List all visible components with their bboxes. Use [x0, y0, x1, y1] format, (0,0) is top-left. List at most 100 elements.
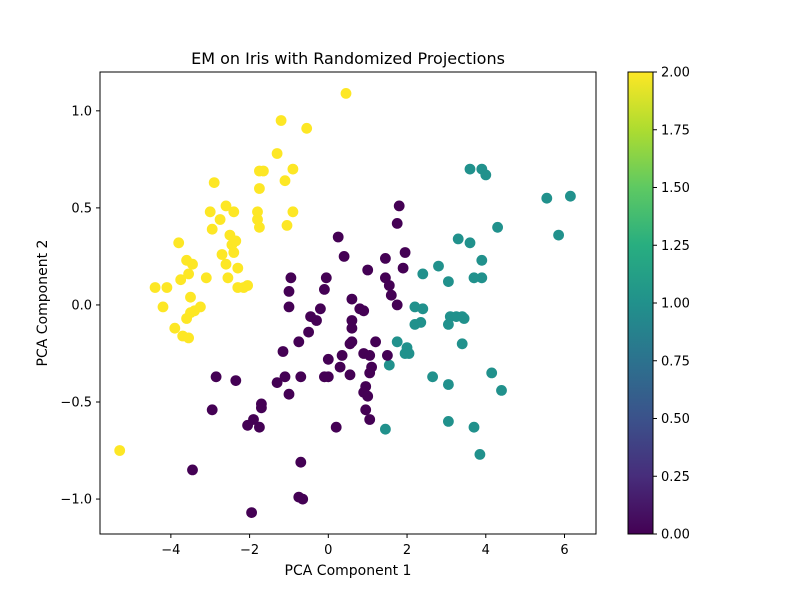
y-tick-label: 1.0 [71, 104, 92, 119]
scatter-point [222, 272, 234, 284]
scatter-point [417, 268, 429, 280]
scatter-point [254, 183, 265, 194]
scatter-point [271, 377, 283, 388]
scatter-point [283, 286, 295, 297]
scatter-point [256, 402, 267, 414]
plot-area: −4 −2 0 2 4 6 −1.0 −0.5 0.0 0.5 1.0 [60, 71, 597, 558]
scatter-point [210, 371, 222, 383]
x-axis-label: PCA Component 1 [285, 563, 412, 579]
scatter-point [149, 282, 161, 293]
scatter-point [157, 301, 169, 313]
scatter-point [230, 375, 242, 386]
scatter-point [258, 165, 269, 177]
colorbar-tick-label: 1.00 [661, 297, 690, 312]
scatter-point [183, 268, 195, 280]
scatter-point [279, 175, 291, 187]
scatter-point [340, 88, 352, 99]
scatter-point [254, 421, 265, 433]
scatter-point [346, 322, 358, 334]
y-axis-label: PCA Component 2 [35, 240, 51, 367]
scatter-point [319, 284, 330, 295]
scatter-point [187, 258, 198, 270]
scatter-point [391, 218, 403, 229]
y-tick-label: 0.0 [71, 298, 92, 313]
scatter-point [169, 322, 181, 334]
scatter-point [358, 305, 370, 317]
scatter-point [295, 371, 307, 383]
scatter-point [295, 456, 307, 468]
scatter-point [385, 289, 397, 301]
scatter-point [383, 280, 395, 291]
plot-frame [99, 71, 597, 535]
scatter-point [427, 371, 438, 383]
scatter-point [271, 148, 283, 159]
scatter-point [220, 258, 232, 270]
scatter-point [187, 464, 198, 476]
colorbar-tick-label: 1.25 [661, 239, 690, 254]
scatter-point [206, 404, 218, 416]
scatter-point [242, 280, 254, 291]
chart-title: EM on Iris with Randomized Projections [191, 49, 505, 68]
scatter-point [185, 291, 196, 303]
colorbar-gradient [628, 72, 653, 534]
scatter-point [474, 449, 486, 460]
scatter-point [393, 200, 405, 212]
scatter-point [464, 237, 476, 249]
scatter-point [397, 262, 409, 274]
scatter-point [399, 247, 411, 258]
scatter-point [287, 163, 299, 175]
x-tick-label: 4 [482, 543, 490, 558]
x-tick-label: −2 [240, 543, 259, 558]
scatter-point [322, 353, 334, 365]
scatter-point [492, 221, 503, 233]
scatter-point [208, 177, 220, 189]
scatter-point [275, 115, 287, 126]
scatter-point [476, 272, 488, 284]
scatter-point [181, 313, 193, 324]
scatter-point [220, 200, 232, 212]
scatter-point [297, 493, 309, 505]
scatter-point [336, 350, 348, 361]
y-tick-label: −1.0 [60, 493, 92, 508]
scatter-point [206, 223, 218, 235]
scatter-point [283, 388, 295, 400]
scatter-point [553, 229, 564, 241]
scatter-point [443, 416, 454, 427]
scatter-point [338, 251, 350, 262]
scatter-point [315, 303, 326, 315]
colorbar-ticks: 0.00 0.25 0.50 0.75 1.00 1.25 1.50 1.75 2.00 [653, 66, 690, 543]
scatter-point [183, 332, 195, 344]
scatter-point [283, 301, 295, 313]
scatter-point [380, 423, 391, 435]
scatter-point [334, 361, 346, 373]
scatter-point [360, 404, 372, 416]
colorbar-tick-label: 1.75 [661, 123, 690, 138]
scatter-point [346, 336, 358, 348]
y-tick-label: −0.5 [60, 396, 92, 411]
colorbar-tick-label: 0.00 [661, 528, 690, 543]
scatter-point [175, 274, 187, 286]
scatter-point [252, 206, 263, 218]
scatter-point [382, 350, 393, 361]
colorbar-tick-label: 0.25 [661, 470, 690, 485]
scatter-point [476, 254, 488, 266]
scatter-point [114, 445, 126, 456]
scatter-point [287, 206, 299, 218]
scatter-point [332, 231, 344, 243]
scatter-point [346, 293, 358, 305]
scatter-point [232, 262, 244, 274]
scatter-point [242, 419, 254, 431]
colorbar-tick-label: 2.00 [661, 66, 690, 81]
scatter-point [230, 235, 242, 247]
scatter-point [161, 282, 173, 293]
scatter-point [399, 348, 411, 359]
x-tick-label: −4 [161, 543, 180, 558]
scatter-point [443, 276, 454, 287]
scatter-point [320, 272, 332, 284]
scatter-point [200, 272, 212, 284]
scatter-point [303, 326, 314, 338]
scatter-point [443, 379, 454, 390]
scatter-point [362, 264, 374, 276]
